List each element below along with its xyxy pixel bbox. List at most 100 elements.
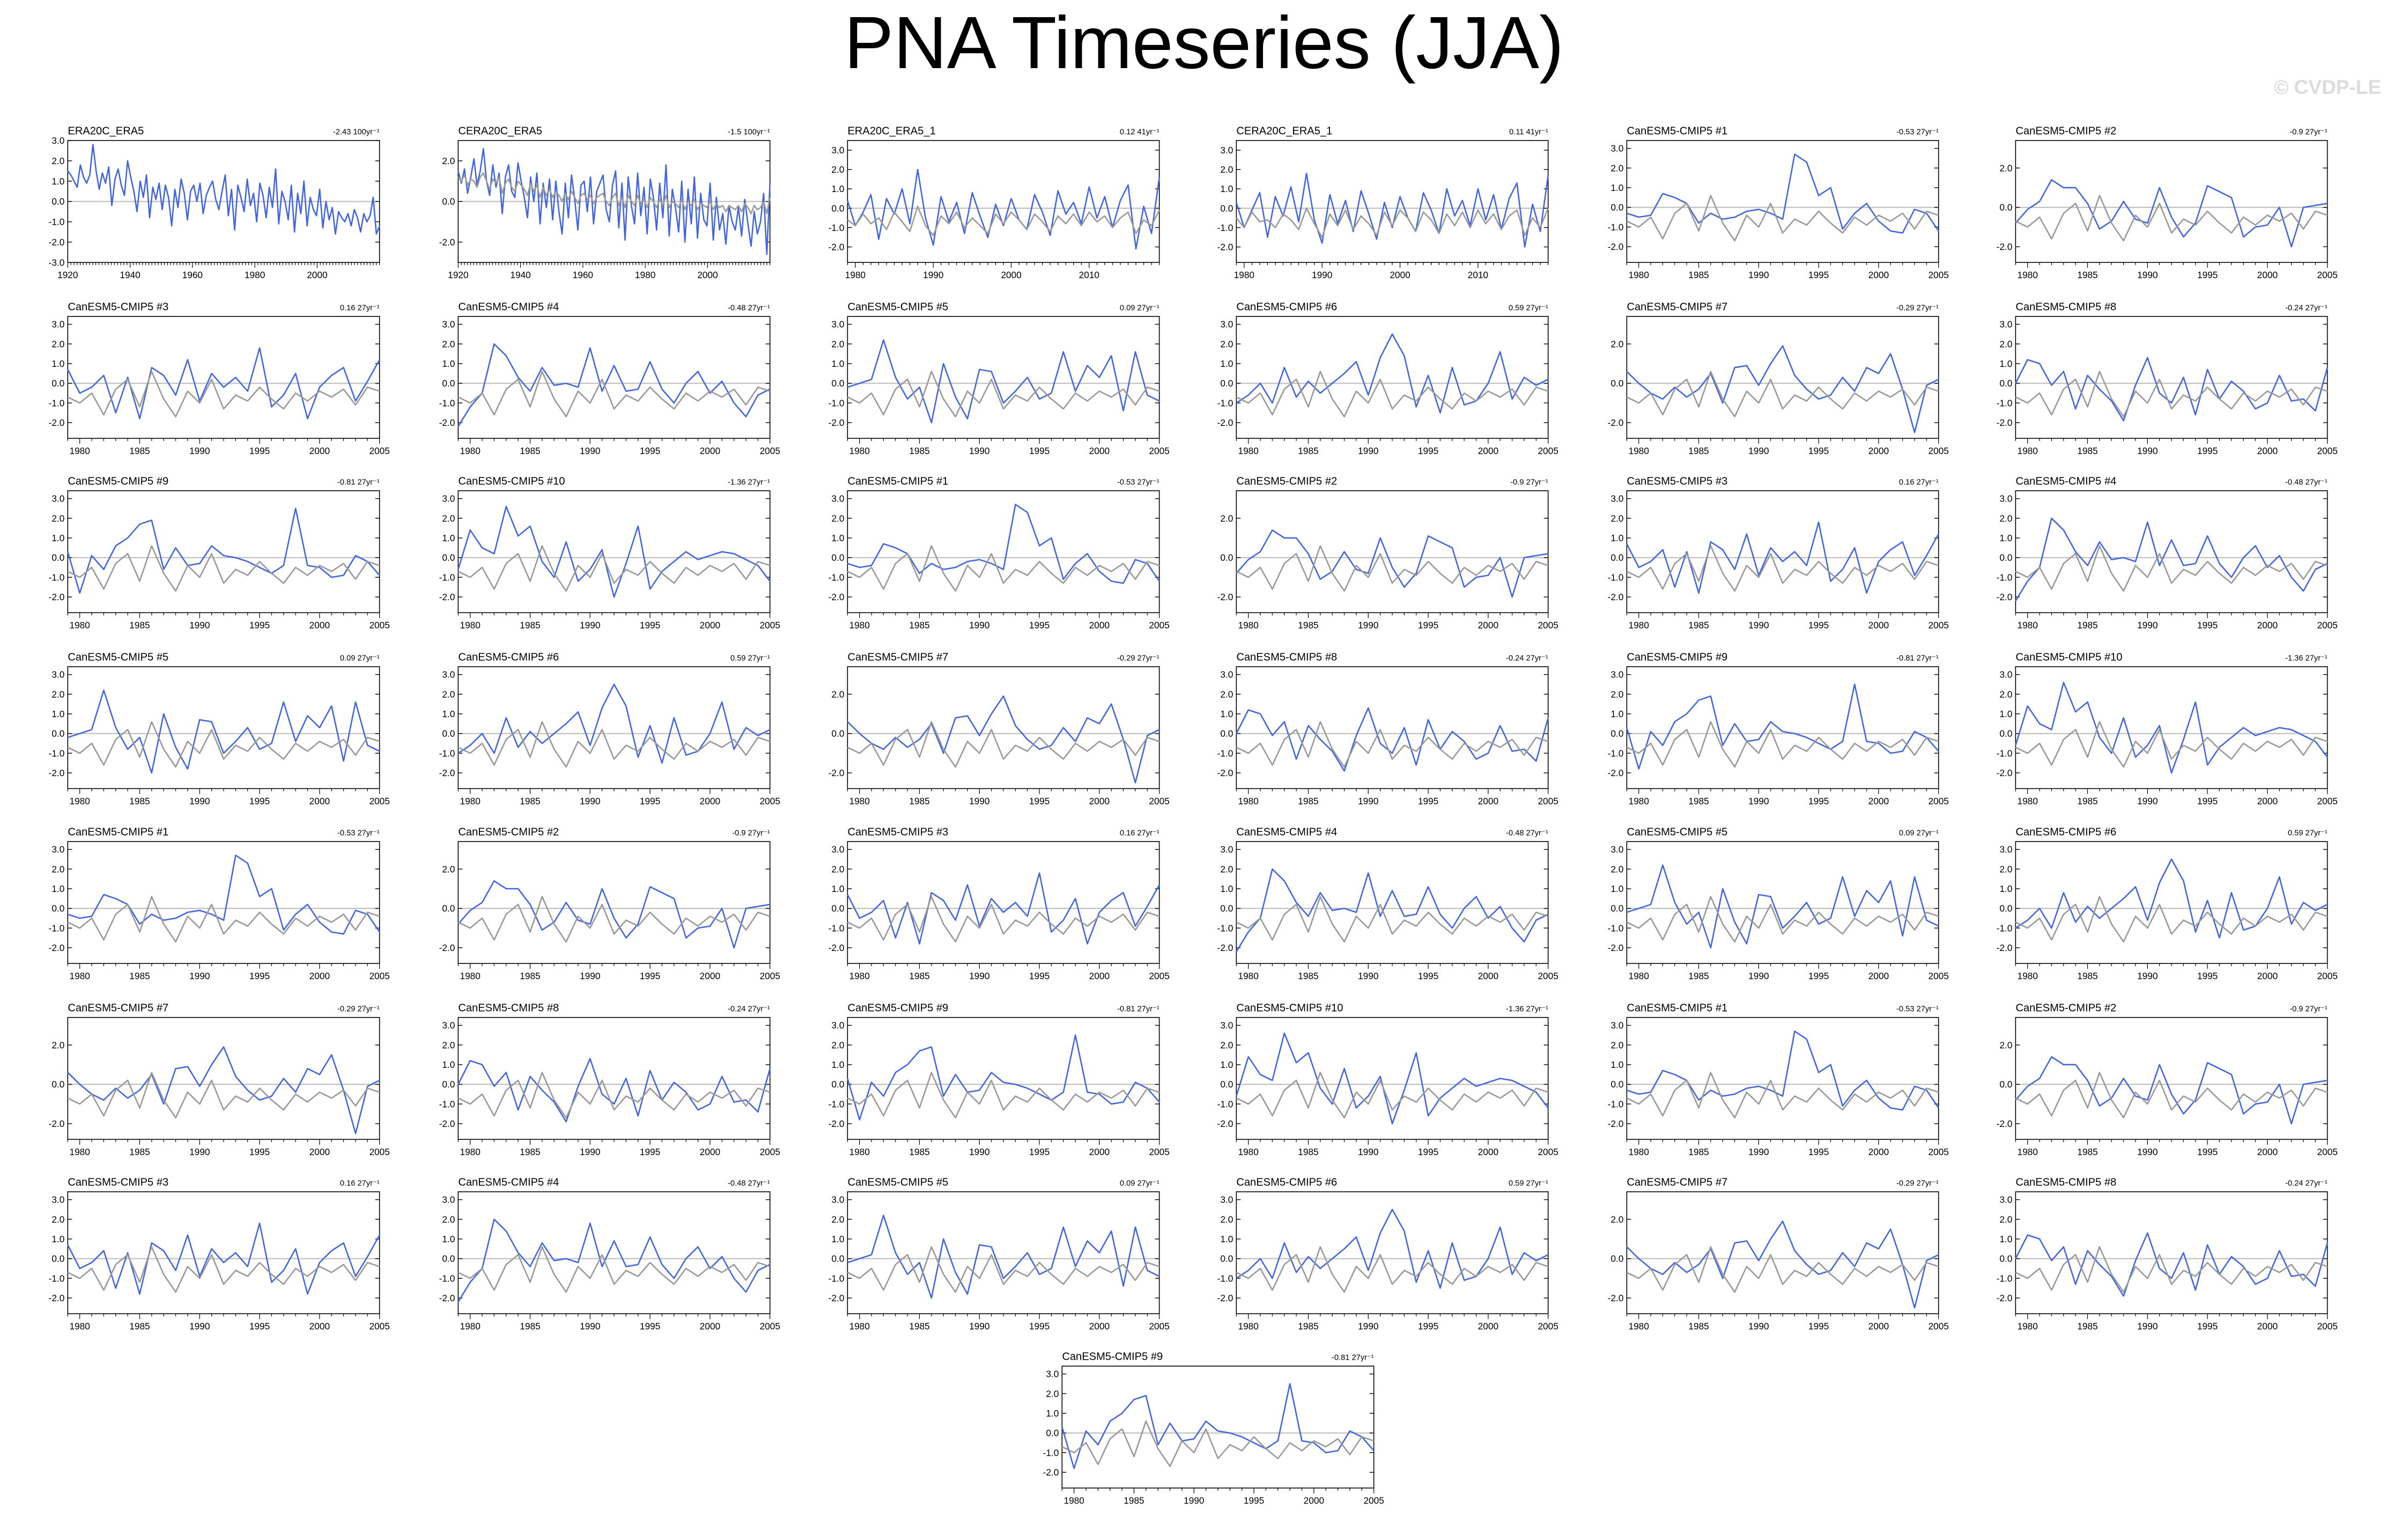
chart-panel-10: CanESM5-CMIP5 #7 -0.29 27yr⁻¹ 2.0 0.0 -2.0 19… [1608,301,1949,456]
y-tick-label: 3.0 [1046,1369,1059,1380]
y-tick-label: 0.0 [2000,552,2013,563]
y-tick-label: -1.0 [439,397,455,408]
y-tick-label: 2.0 [2000,1039,2013,1050]
y-tick-label: -2.0 [828,942,844,953]
y-tick-label: 0.0 [52,1079,65,1089]
trend-label: -0.81 27yr⁻¹ [337,478,380,487]
y-tick-label: -1.0 [439,1273,455,1284]
y-tick-label: 1.0 [442,1059,455,1070]
y-tick-label: 3.0 [442,1020,455,1030]
panel-title: CanESM5-CMIP5 #4 [459,301,559,313]
x-tick-label: 1985 [1298,796,1318,807]
y-tick-label: 1.0 [1046,1408,1059,1419]
y-tick-label: 2.0 [442,1214,455,1225]
x-tick-label: 1995 [1418,1146,1438,1157]
obs-reference-line [68,545,380,592]
panel-title: CanESM5-CMIP5 #7 [847,652,948,663]
series-line [2015,518,2328,602]
x-tick-label: 2005 [1538,620,1558,631]
x-tick-label: 1980 [460,445,481,456]
x-tick-label: 1995 [249,796,270,807]
series-line [67,347,381,419]
y-tick-label: -1.0 [1608,923,1624,933]
obs-reference-line [2015,545,2328,592]
obs-reference-line [68,371,380,418]
x-tick-label: 2000 [2257,269,2278,280]
trend-label: 0.12 41yr⁻¹ [1120,128,1159,136]
trend-label: 0.16 27yr⁻¹ [340,304,380,312]
plot-frame [1626,666,1939,790]
x-tick-label: 2000 [1089,445,1109,456]
trend-label: -1.5 100yr⁻¹ [728,128,770,136]
y-tick-label: 3.0 [831,145,844,156]
x-tick-label: 2000 [1478,445,1498,456]
y-tick-label: 0.0 [442,378,455,389]
y-tick-label: 3.0 [52,319,65,330]
y-tick-label: -1.0 [49,397,65,408]
x-tick-label: 1980 [1629,1321,1649,1331]
y-tick-label: 0.0 [831,1079,844,1089]
x-tick-label: 2000 [1089,970,1109,981]
x-tick-label: 1995 [640,1146,660,1157]
series-line [846,872,1160,945]
x-tick-label: 2000 [2257,1321,2278,1331]
plot-frame [67,1016,380,1140]
x-tick-label: 1995 [1029,445,1050,456]
y-tick-label: 0.0 [1046,1428,1059,1439]
y-tick-label: 0.0 [442,903,455,913]
y-tick-label: 0.0 [1611,552,1623,563]
y-tick-label: -1.0 [828,1098,844,1109]
x-tick-label: 2000 [1089,796,1109,807]
chart-panel-15: CanESM5-CMIP5 #2 -0.9 27yr⁻¹ 2.0 0.0 -2.0 198… [1217,476,1558,631]
x-tick-label: 1940 [120,269,141,280]
y-tick-label: 2.0 [2000,338,2013,349]
x-tick-label: 1920 [448,269,469,280]
y-tick-label: -2.0 [1997,417,2013,428]
series-line [457,1218,771,1302]
trend-label: -0.29 27yr⁻¹ [1117,654,1159,663]
trend-label: -0.29 27yr⁻¹ [337,1005,380,1013]
x-tick-label: 1980 [245,269,265,280]
x-tick-label: 1980 [2018,796,2038,807]
y-tick-label: -2.0 [1608,942,1624,953]
x-tick-label: 1980 [460,970,481,981]
series-line [847,504,1160,584]
x-tick-label: 2000 [1478,1321,1498,1331]
y-tick-label: 1.0 [1611,533,1623,543]
y-tick-label: -2.0 [439,768,455,778]
x-tick-label: 2000 [1868,445,1889,456]
chart-panel-37: CanESM5-CMIP5 #4 -0.48 27yr⁻¹ 3.0 2.0 1.0 0.0… [439,1176,780,1331]
y-tick-label: 2.0 [2000,163,2013,173]
panel-title: CanESM5-CMIP5 #8 [459,1002,559,1014]
x-tick-label: 1990 [1748,1321,1769,1331]
obs-reference-line [1236,371,1549,418]
plot-frame [1626,1191,1939,1314]
x-tick-label: 1985 [520,970,541,981]
y-tick-label: 3.0 [1220,319,1233,330]
y-tick-label: -1.0 [1997,572,2013,583]
obs-reference-line [847,371,1159,418]
panel-title: CanESM5-CMIP5 #2 [459,826,559,838]
chart-panel-20: CanESM5-CMIP5 #7 -0.29 27yr⁻¹ 2.0 0.0 -2.0 19… [828,652,1169,807]
trend-label: -0.81 27yr⁻¹ [1896,654,1939,663]
x-tick-label: 1985 [2078,269,2098,280]
plot-frame [457,840,771,964]
trend-label: -1.36 27yr⁻¹ [1506,1005,1548,1013]
y-tick-label: 2.0 [442,1039,455,1050]
y-tick-label: 1.0 [831,533,844,543]
obs-reference-line [847,545,1159,592]
y-tick-label: 1.0 [1220,709,1233,719]
x-tick-label: 1985 [130,1321,150,1331]
x-tick-label: 2000 [1868,970,1889,981]
x-tick-label: 2005 [1929,970,1949,981]
x-tick-label: 2000 [1089,620,1109,631]
y-tick-label: 0.0 [1220,552,1233,563]
series-line [457,506,771,598]
x-tick-label: 1995 [1808,620,1829,631]
x-tick-label: 2005 [1538,1321,1558,1331]
y-tick-label: 3.0 [1611,844,1623,854]
x-tick-label: 1980 [460,796,481,807]
y-tick-label: 1.0 [831,183,844,194]
panel-title: CanESM5-CMIP5 #9 [847,1002,948,1014]
x-tick-label: 2000 [700,445,720,456]
